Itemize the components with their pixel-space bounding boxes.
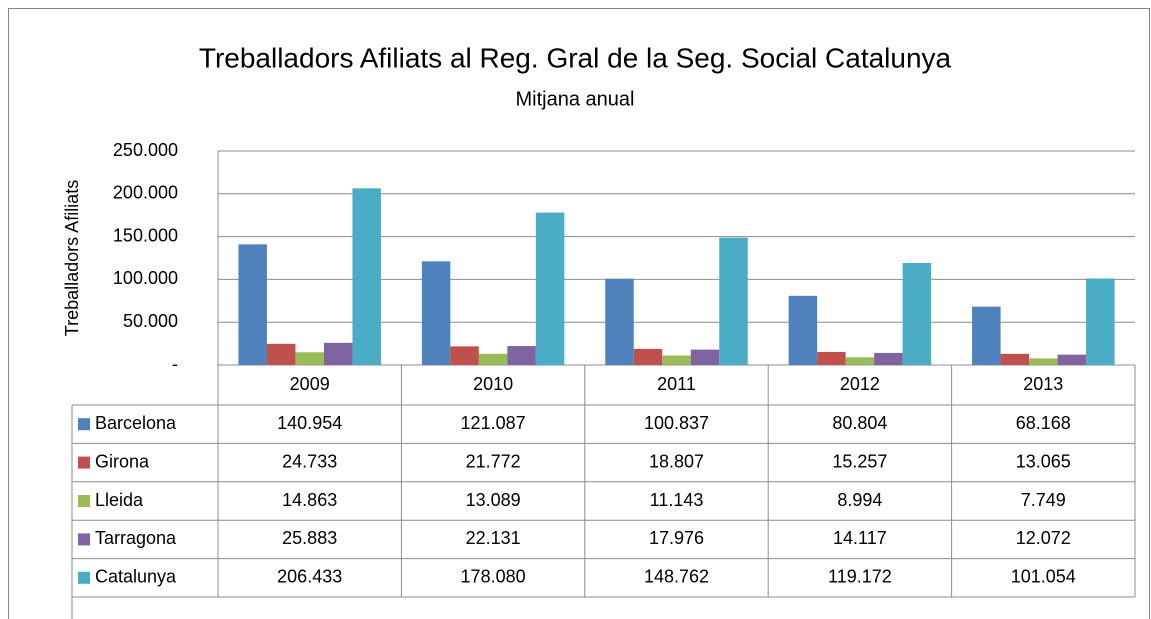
table-cell: 11.143 [650,490,704,510]
table-cell: 68.168 [1016,413,1071,433]
legend-label: Tarragona [95,528,177,548]
table-cell: 206.433 [277,567,342,587]
table-cell: 22.131 [466,528,521,548]
legend-key [78,495,90,507]
table-cell: 14.117 [833,528,887,548]
legend-label: Barcelona [95,413,177,433]
bar [352,188,381,365]
legend-key [78,533,90,546]
bar [507,346,536,365]
bar [1086,278,1115,365]
bar [450,346,479,365]
bar [295,352,324,365]
table-cell: 21.772 [466,451,521,471]
bar [972,306,1001,365]
table-cell: 148.762 [644,567,709,587]
chart-title: Treballadors Afiliats al Reg. Gral de la… [199,42,952,73]
bar [788,295,818,365]
bar [633,348,663,365]
bar [1000,353,1030,365]
table-cell: 18.807 [649,451,704,471]
bar [266,343,296,365]
table-cell: 140.954 [277,413,342,433]
x-tick-label: 2011 [657,374,696,394]
bar [845,357,875,365]
legend-key [78,571,90,584]
legend-label: Lleida [95,490,144,510]
table-cell: 15.257 [832,451,887,471]
bar [902,262,932,365]
bar [1057,354,1087,365]
table-cell: 13.089 [466,490,521,510]
table-cell: 24.733 [282,451,337,471]
table-cell: 100.837 [644,413,709,433]
table-cell: 13.065 [1016,451,1071,471]
y-tick-label: 250.000 [113,140,178,160]
table-cell: 119.172 [828,567,892,587]
bar [535,212,565,365]
bar [478,353,508,365]
y-tick-label: 150.000 [113,225,178,245]
bar [1029,358,1058,365]
chart-border [8,8,1150,619]
bar [605,278,634,365]
y-tick-label: 100.000 [113,268,178,288]
table-cell: 25.883 [282,528,337,548]
table-cell: 178.080 [461,567,526,587]
x-tick-label: 2009 [290,374,330,394]
bar [690,349,720,365]
table-cell: 17.976 [649,528,704,548]
legend-label: Girona [95,451,150,471]
y-tick-label: 50.000 [123,311,178,331]
table-cell: 12.072 [1016,528,1071,548]
x-tick-label: 2010 [473,374,513,394]
y-tick-label: 200.000 [113,183,178,203]
bar [323,342,353,365]
table-cell: 121.087 [461,413,526,433]
bar [874,352,903,365]
bar [817,351,846,365]
chart-subtitle: Mitjana anual [516,88,635,110]
table-cell: 14.863 [282,490,337,510]
bar [719,237,748,365]
x-tick-label: 2013 [1023,374,1063,394]
table-cell: 101.054 [1011,567,1076,587]
table-cell: 7.749 [1021,490,1066,510]
bar [662,355,691,365]
table-cell: 80.804 [832,413,887,433]
x-tick-label: 2012 [840,374,880,394]
legend-label: Catalunya [95,567,177,587]
legend-key [78,456,90,469]
y-axis-label: Treballadors Afiliats [62,180,82,336]
bar [421,261,451,365]
table-cell: 8.994 [837,490,882,510]
y-tick-label: - [172,354,178,374]
legend-key [78,418,90,431]
bar [238,244,267,365]
